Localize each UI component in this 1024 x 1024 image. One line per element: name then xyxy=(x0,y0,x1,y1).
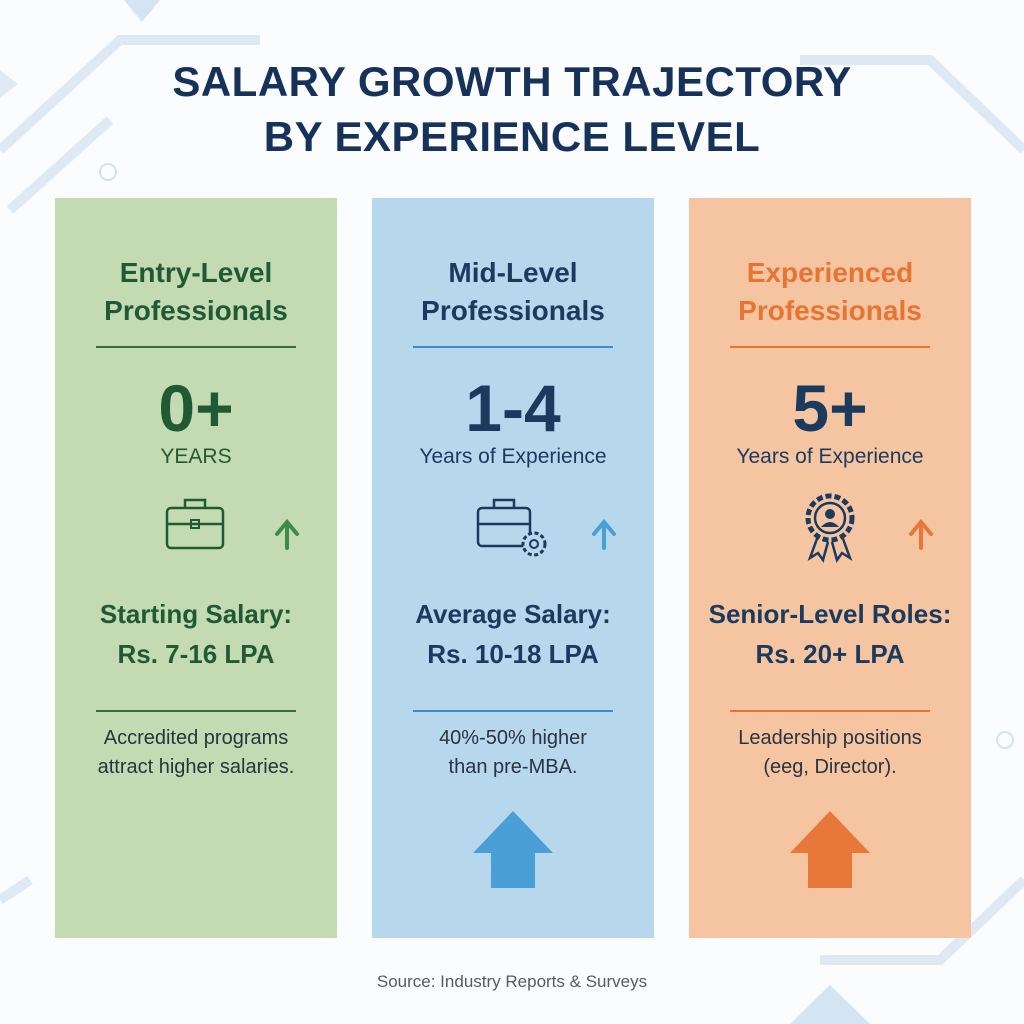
divider xyxy=(730,346,930,348)
salary-label: Starting Salary: xyxy=(99,599,293,629)
heading-line: Professionals xyxy=(104,295,288,326)
experience-label: Years of Experience xyxy=(419,445,607,468)
column-panel: Mid-Level Professionals 1-4 Years of Experi… xyxy=(372,198,654,938)
divider xyxy=(413,346,613,348)
experience-figure: 0+ xyxy=(158,371,234,445)
note-line: Leadership positions xyxy=(738,727,922,749)
column-heading: Experienced Professionals xyxy=(689,254,971,330)
note-line: than pre-MBA. xyxy=(448,756,578,778)
note: Leadership positions (eeg, Director). xyxy=(689,724,971,782)
column-panel: Entry-Level Professionals 0+ YEARS Starting … xyxy=(55,198,337,938)
note: Accredited programs attract higher salari… xyxy=(55,724,337,782)
icon xyxy=(476,498,616,557)
icon xyxy=(805,493,933,563)
column-panel: Experienced Professionals 5+ Years of Exper… xyxy=(689,198,971,938)
heading-line: Professionals xyxy=(421,295,605,326)
salary-value: Rs. 7-16 LPA xyxy=(117,639,275,669)
experience-label: Years of Experience xyxy=(736,445,924,468)
salary-value: Rs. 20+ LPA xyxy=(755,639,905,669)
divider xyxy=(96,346,296,348)
column-heading: Entry-Level Professionals xyxy=(55,254,337,330)
heading-line: Entry-Level xyxy=(119,257,273,288)
heading-line: Mid-Level xyxy=(448,257,578,288)
divider xyxy=(413,710,613,712)
divider xyxy=(96,710,296,712)
salary-label: Senior-Level Roles: xyxy=(708,599,952,629)
salary-label: Average Salary: xyxy=(415,599,611,629)
divider xyxy=(730,710,930,712)
note-line: (eeg, Director). xyxy=(763,756,897,778)
growth-arrow xyxy=(372,808,654,888)
heading-line: Experienced xyxy=(746,257,914,288)
title-line: BY EXPERIENCE LEVEL xyxy=(263,113,761,160)
icon xyxy=(165,498,299,550)
salary-value: Rs. 10-18 LPA xyxy=(427,639,599,669)
experience-figure: 5+ xyxy=(792,371,868,445)
arrow-shape xyxy=(790,811,870,888)
title-line: SALARY GROWTH TRAJECTORY xyxy=(172,58,852,105)
growth-arrow xyxy=(689,808,971,888)
experience-label: YEARS xyxy=(160,445,232,468)
note-line: 40%-50% higher xyxy=(439,727,587,749)
icon-row xyxy=(689,488,971,568)
source: Source: Industry Reports & Surveys xyxy=(376,972,648,991)
column-heading: Mid-Level Professionals xyxy=(372,254,654,330)
icon-row xyxy=(372,488,654,568)
note-line: attract higher salaries. xyxy=(97,756,295,778)
note-line: Accredited programs xyxy=(103,727,289,749)
heading-line: Professionals xyxy=(738,295,922,326)
experience-figure: 1-4 xyxy=(465,371,561,445)
arrow-shape xyxy=(473,811,553,888)
note: 40%-50% higher than pre-MBA. xyxy=(372,724,654,782)
icon-row xyxy=(55,488,337,568)
